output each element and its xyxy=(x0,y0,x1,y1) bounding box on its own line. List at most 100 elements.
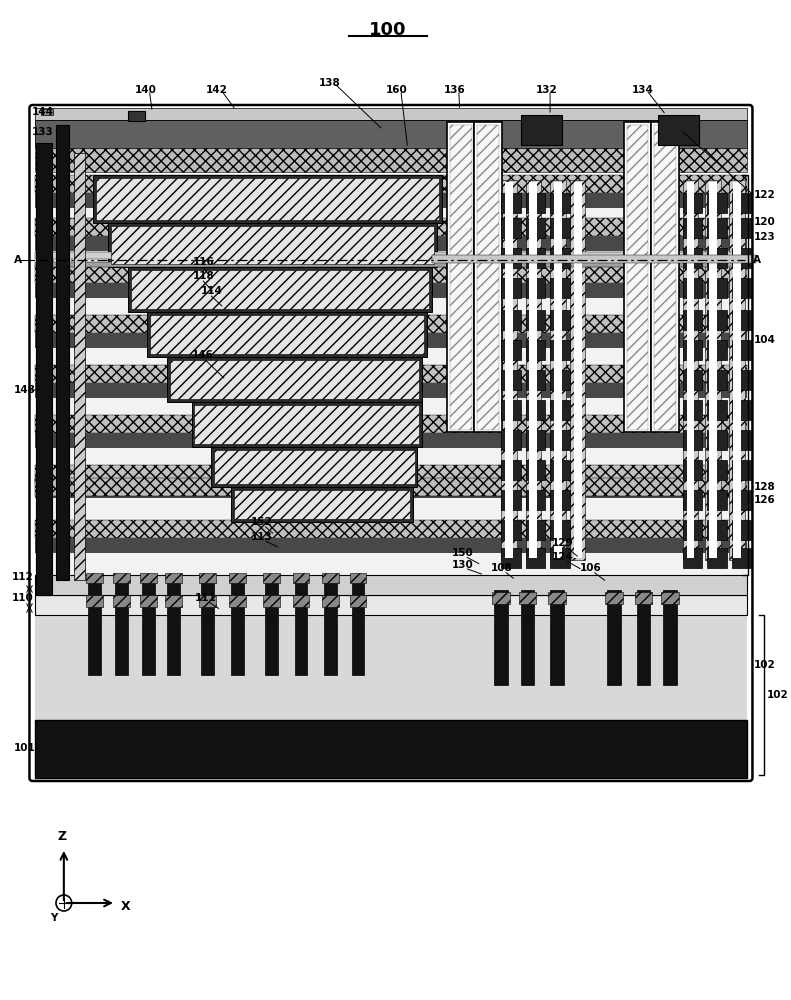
Bar xyxy=(501,340,520,360)
Text: 136: 136 xyxy=(444,85,466,95)
Bar xyxy=(36,120,747,148)
Bar xyxy=(36,478,747,496)
Bar xyxy=(111,226,434,264)
Bar xyxy=(131,270,430,309)
Bar xyxy=(550,218,570,238)
Bar xyxy=(707,490,727,510)
Bar xyxy=(36,415,747,433)
Bar xyxy=(167,575,180,675)
Bar xyxy=(93,175,442,223)
Bar xyxy=(231,575,244,675)
Bar xyxy=(707,548,727,568)
Bar xyxy=(36,262,747,267)
Bar xyxy=(520,590,535,685)
Text: 106: 106 xyxy=(580,563,601,573)
Bar xyxy=(570,180,585,560)
Bar xyxy=(607,590,621,685)
Bar xyxy=(36,236,747,251)
Bar xyxy=(707,340,727,360)
Bar xyxy=(683,180,698,560)
Text: 114: 114 xyxy=(200,286,222,296)
Text: 128: 128 xyxy=(753,482,775,492)
Bar xyxy=(36,283,747,298)
Bar xyxy=(550,430,570,450)
Bar xyxy=(525,430,545,450)
Bar xyxy=(529,182,537,558)
Bar xyxy=(494,590,508,685)
Bar xyxy=(199,595,216,607)
Text: 108: 108 xyxy=(491,563,513,573)
Bar xyxy=(36,538,747,553)
Bar xyxy=(548,592,566,604)
Bar xyxy=(732,520,751,540)
Bar xyxy=(41,109,53,115)
Text: 123: 123 xyxy=(753,232,775,242)
Bar xyxy=(501,490,520,510)
Bar xyxy=(36,615,747,720)
Text: 130: 130 xyxy=(452,560,474,570)
Bar xyxy=(707,370,727,390)
Bar xyxy=(605,592,623,604)
Bar xyxy=(108,223,437,267)
Bar xyxy=(707,310,727,330)
Text: 120: 120 xyxy=(753,217,775,227)
Text: 101: 101 xyxy=(13,743,36,753)
Bar xyxy=(501,180,517,560)
Bar xyxy=(550,180,566,560)
Bar xyxy=(501,548,520,568)
Bar xyxy=(352,575,365,675)
Bar xyxy=(505,182,513,558)
Bar xyxy=(165,595,182,607)
Bar xyxy=(683,430,702,450)
Bar xyxy=(707,430,727,450)
Text: 124: 124 xyxy=(552,552,574,562)
Bar xyxy=(525,248,545,268)
Bar xyxy=(501,310,520,330)
Bar xyxy=(683,310,702,330)
Bar xyxy=(707,400,727,420)
Bar xyxy=(113,595,130,607)
Bar xyxy=(525,490,545,510)
Bar xyxy=(501,193,520,213)
Bar xyxy=(36,252,747,259)
Text: 112: 112 xyxy=(12,572,33,582)
Bar xyxy=(683,248,702,268)
Bar xyxy=(324,575,337,675)
Bar xyxy=(97,178,439,220)
Bar xyxy=(475,122,502,432)
Text: 104: 104 xyxy=(753,335,775,345)
Bar xyxy=(732,182,740,558)
Bar xyxy=(293,595,309,607)
Bar xyxy=(142,575,155,675)
Bar xyxy=(501,430,520,450)
Bar xyxy=(141,573,157,583)
Bar xyxy=(687,182,694,558)
Bar xyxy=(707,460,727,480)
Bar xyxy=(525,520,545,540)
Text: 129: 129 xyxy=(552,538,573,548)
Bar xyxy=(683,278,702,298)
Bar xyxy=(501,520,520,540)
Bar xyxy=(36,333,747,348)
Bar xyxy=(732,218,751,238)
Bar xyxy=(36,595,747,615)
Bar xyxy=(554,182,562,558)
Bar xyxy=(550,520,570,540)
Bar xyxy=(732,430,751,450)
Text: 111: 111 xyxy=(195,593,216,603)
Bar xyxy=(501,218,520,238)
Text: 116: 116 xyxy=(192,257,214,267)
Bar xyxy=(683,193,702,213)
Bar xyxy=(36,483,747,498)
Text: A: A xyxy=(753,255,762,265)
Bar xyxy=(525,310,545,330)
Bar xyxy=(265,575,278,675)
Bar xyxy=(550,400,570,420)
Bar xyxy=(36,315,747,333)
Bar xyxy=(170,360,419,399)
Bar xyxy=(732,548,751,568)
Bar xyxy=(658,115,699,145)
Bar xyxy=(36,175,747,575)
Bar xyxy=(663,590,677,685)
Bar xyxy=(199,573,216,583)
